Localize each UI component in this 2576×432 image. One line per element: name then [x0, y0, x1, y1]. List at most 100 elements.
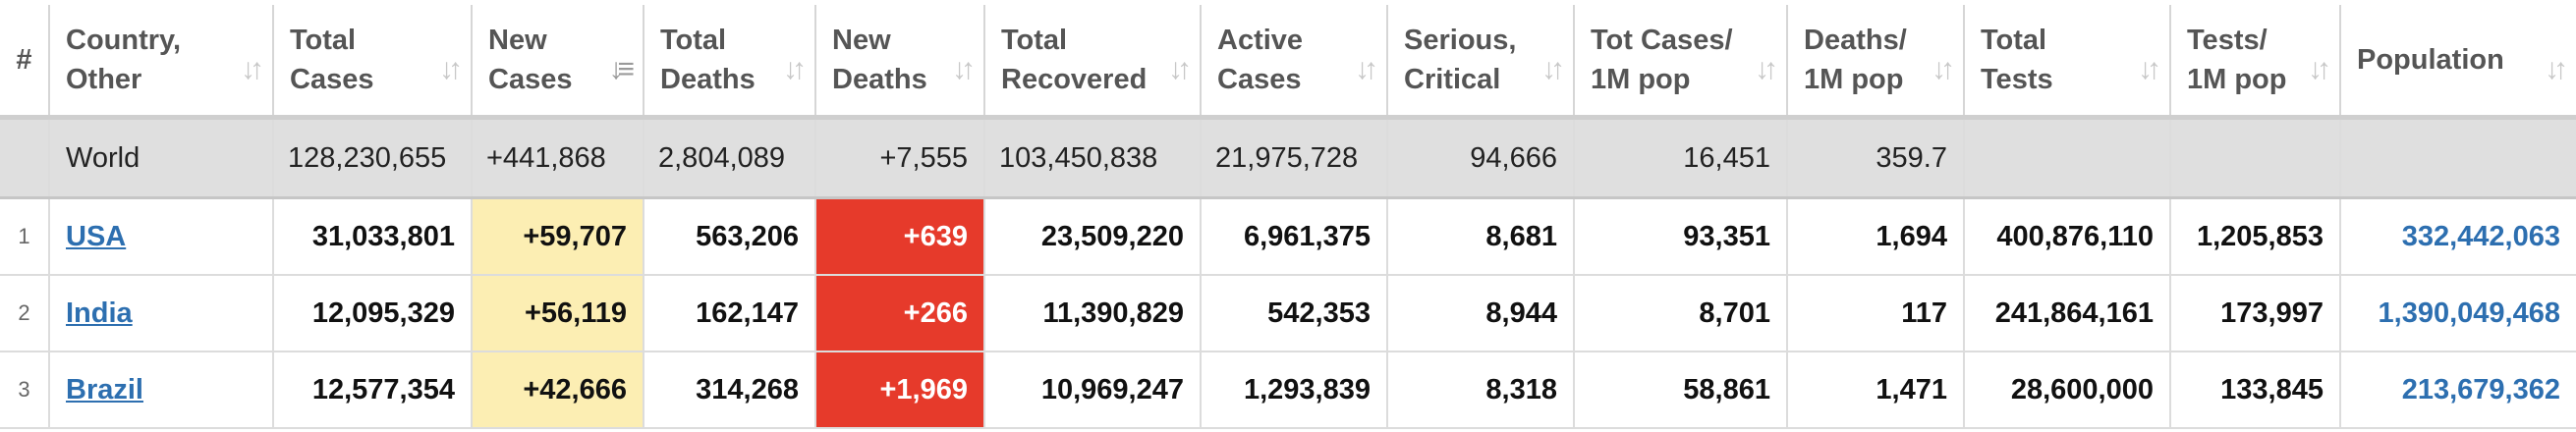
world-population-cell [2339, 117, 2576, 199]
new-cases-cell: +59,707 [471, 197, 644, 276]
header-deaths-1m[interactable]: Deaths/1M pop ↓↑ [1786, 5, 1964, 120]
header-row: # Country, Other ↓↑ Total Cases ↓↑ New Cases ↓… [0, 5, 2576, 120]
header-active-cases-label: Active Cases [1217, 25, 1304, 95]
tests-1m-cell: 133,845 [2169, 351, 2340, 429]
sort-arrows-icon[interactable]: ↓↑ [241, 53, 264, 85]
header-tot-cases-1m[interactable]: Tot Cases/1M pop ↓↑ [1573, 5, 1787, 120]
active-cases-cell: 1,293,839 [1200, 351, 1387, 429]
total-deaths-cell: 563,206 [643, 197, 815, 276]
sort-arrows-icon[interactable]: ↓↑ [2545, 53, 2568, 85]
total-deaths-cell: 162,147 [643, 275, 815, 352]
world-total-tests-cell [1963, 117, 2170, 199]
country-cell: Brazil [48, 351, 273, 429]
country-link[interactable]: Brazil [66, 373, 143, 405]
rank-cell: 3 [0, 351, 49, 429]
header-new-cases-label: New Cases [488, 25, 573, 95]
header-country-label: Country, Other [66, 25, 182, 95]
total-recovered-cell: 11,390,829 [983, 275, 1201, 352]
sort-arrows-icon[interactable]: ↓↑ [1355, 53, 1378, 85]
deaths-1m-cell: 1,471 [1786, 351, 1964, 429]
population-cell: 332,442,063 [2339, 197, 2576, 276]
rank-cell: 1 [0, 197, 49, 276]
tot-cases-1m-cell: 93,351 [1573, 197, 1787, 276]
deaths-1m-cell: 117 [1786, 275, 1964, 352]
world-deaths-1m-cell: 359.7 [1786, 117, 1964, 199]
world-country-cell: World [48, 117, 273, 199]
table-row: 1 USA 31,033,801 +59,707 563,206 +639 23,509,2… [0, 197, 2576, 276]
world-active-cases-cell: 21,975,728 [1200, 117, 1387, 199]
sort-arrows-icon[interactable]: ↓↑ [1168, 53, 1192, 85]
country-link[interactable]: India [66, 297, 133, 329]
table-row: 2 India 12,095,329 +56,119 162,147 +266 11,390… [0, 275, 2576, 352]
world-new-cases-cell: +441,868 [471, 117, 644, 199]
covid-stats-table: # Country, Other ↓↑ Total Cases ↓↑ New Cases ↓… [0, 5, 2576, 429]
total-tests-cell: 400,876,110 [1963, 197, 2170, 276]
world-row: World 128,230,655 +441,868 2,804,089 +7,… [0, 117, 2576, 199]
total-cases-cell: 12,577,354 [272, 351, 472, 429]
header-total-tests[interactable]: Total Tests ↓↑ [1963, 5, 2170, 120]
active-cases-cell: 6,961,375 [1200, 197, 1387, 276]
sort-arrows-icon[interactable]: ↓↑ [439, 53, 463, 85]
header-tot-cases-1m-label: Tot Cases/1M pop [1591, 25, 1733, 95]
country-rows: 1 USA 31,033,801 +59,707 563,206 +639 23,509,2… [0, 197, 2576, 429]
tot-cases-1m-cell: 58,861 [1573, 351, 1787, 429]
header-deaths-1m-label: Deaths/1M pop [1804, 25, 1907, 95]
header-total-cases[interactable]: Total Cases ↓↑ [272, 5, 472, 120]
world-rank-cell [0, 117, 49, 199]
header-serious-critical[interactable]: Serious, Critical ↓↑ [1386, 5, 1574, 120]
header-rank: # [0, 5, 49, 120]
world-new-deaths-cell: +7,555 [814, 117, 984, 199]
serious-critical-cell: 8,318 [1386, 351, 1574, 429]
world-total-deaths-cell: 2,804,089 [643, 117, 815, 199]
table-row: 3 Brazil 12,577,354 +42,666 314,268 +1,969 10,… [0, 351, 2576, 429]
sort-arrows-icon[interactable]: ↓↑ [952, 53, 976, 85]
world-total-cases-cell: 128,230,655 [272, 117, 472, 199]
header-total-cases-label: Total Cases [290, 25, 374, 95]
sort-desc-icon[interactable]: ↓≡ [608, 53, 634, 85]
header-country[interactable]: Country, Other ↓↑ [48, 5, 273, 120]
tot-cases-1m-cell: 8,701 [1573, 275, 1787, 352]
new-deaths-cell: +266 [814, 275, 984, 352]
population-cell: 1,390,049,468 [2339, 275, 2576, 352]
country-cell: India [48, 275, 273, 352]
total-cases-cell: 12,095,329 [272, 275, 472, 352]
header-total-recovered-label: Total Recovered [1001, 25, 1148, 95]
header-tests-1m[interactable]: Tests/1M pop ↓↑ [2169, 5, 2340, 120]
sort-arrows-icon[interactable]: ↓↑ [1755, 53, 1778, 85]
world-total-recovered-cell: 103,450,838 [983, 117, 1201, 199]
header-new-cases[interactable]: New Cases ↓≡ [471, 5, 644, 120]
header-rank-label: # [16, 44, 32, 76]
tests-1m-cell: 1,205,853 [2169, 197, 2340, 276]
total-recovered-cell: 10,969,247 [983, 351, 1201, 429]
new-cases-cell: +42,666 [471, 351, 644, 429]
header-total-deaths-label: Total Deaths [660, 25, 756, 95]
tests-1m-cell: 173,997 [2169, 275, 2340, 352]
sort-arrows-icon[interactable]: ↓↑ [2308, 53, 2331, 85]
deaths-1m-cell: 1,694 [1786, 197, 1964, 276]
new-deaths-cell: +639 [814, 197, 984, 276]
sort-arrows-icon[interactable]: ↓↑ [1541, 53, 1565, 85]
total-recovered-cell: 23,509,220 [983, 197, 1201, 276]
active-cases-cell: 542,353 [1200, 275, 1387, 352]
header-population[interactable]: Population ↓↑ [2339, 5, 2576, 120]
header-new-deaths-label: New Deaths [832, 25, 927, 95]
rank-cell: 2 [0, 275, 49, 352]
header-tests-1m-label: Tests/1M pop [2187, 25, 2287, 95]
world-tot-cases-1m-cell: 16,451 [1573, 117, 1787, 199]
total-deaths-cell: 314,268 [643, 351, 815, 429]
population-cell: 213,679,362 [2339, 351, 2576, 429]
serious-critical-cell: 8,944 [1386, 275, 1574, 352]
world-serious-critical-cell: 94,666 [1386, 117, 1574, 199]
header-new-deaths[interactable]: New Deaths ↓↑ [814, 5, 984, 120]
sort-arrows-icon[interactable]: ↓↑ [783, 53, 807, 85]
header-serious-critical-label: Serious, Critical [1404, 25, 1517, 95]
sort-arrows-icon[interactable]: ↓↑ [2138, 53, 2161, 85]
header-total-tests-label: Total Tests [1981, 25, 2053, 95]
header-active-cases[interactable]: Active Cases ↓↑ [1200, 5, 1387, 120]
sort-arrows-icon[interactable]: ↓↑ [1932, 53, 1955, 85]
header-total-deaths[interactable]: Total Deaths ↓↑ [643, 5, 815, 120]
total-tests-cell: 241,864,161 [1963, 275, 2170, 352]
header-total-recovered[interactable]: Total Recovered ↓↑ [983, 5, 1201, 120]
country-link[interactable]: USA [66, 220, 127, 252]
new-deaths-cell: +1,969 [814, 351, 984, 429]
